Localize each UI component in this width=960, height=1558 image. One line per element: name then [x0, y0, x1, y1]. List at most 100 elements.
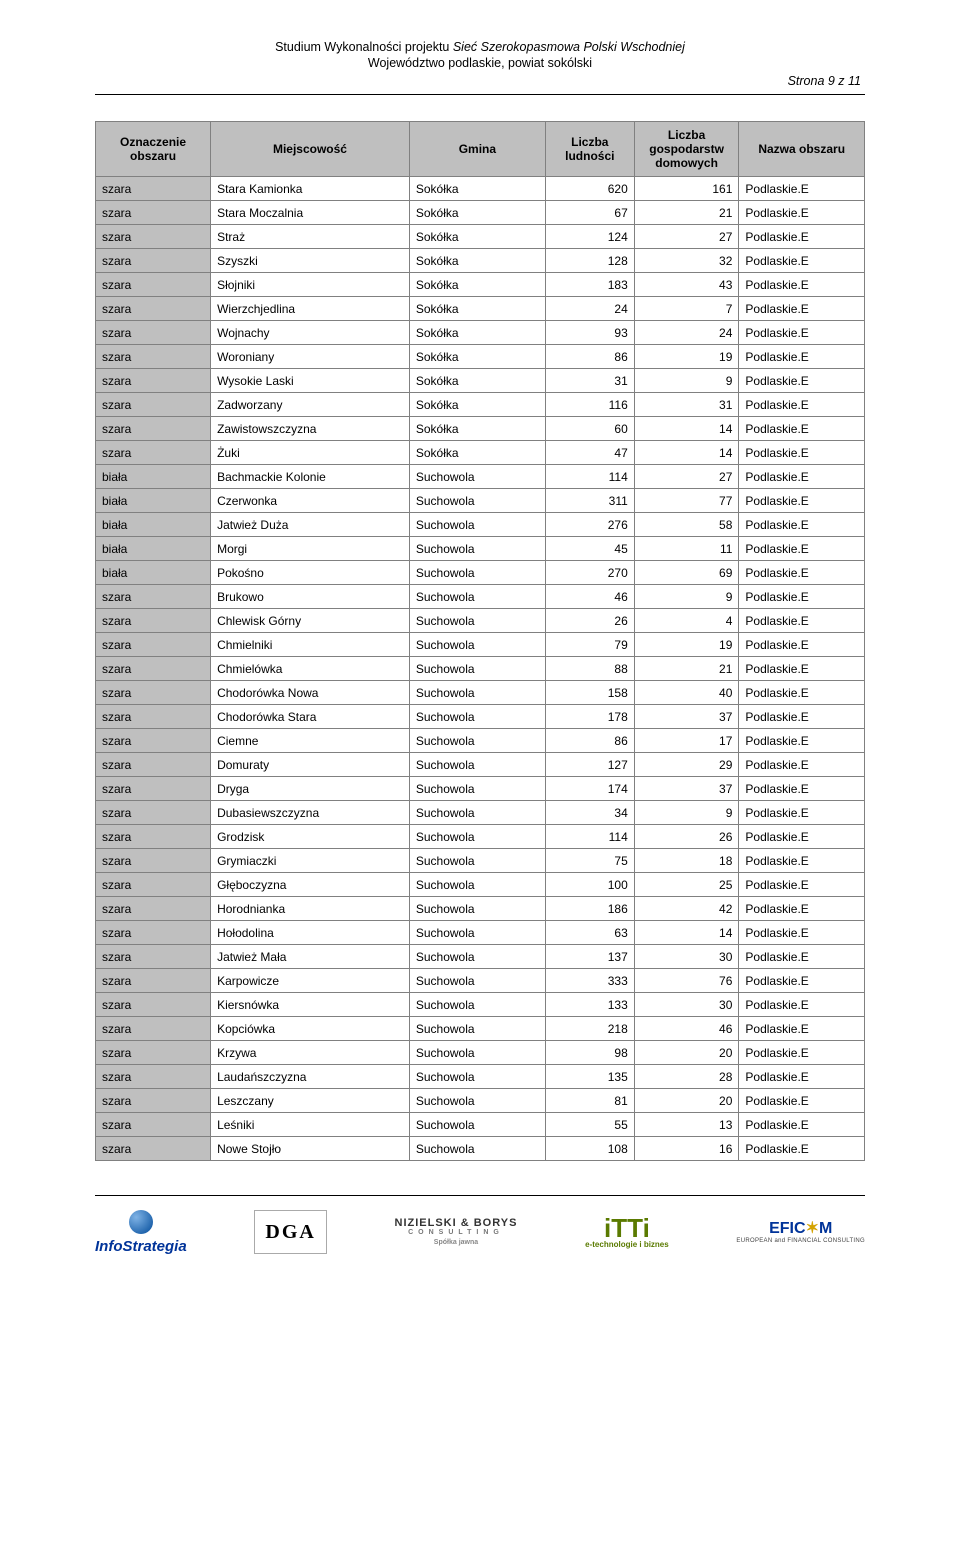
cell-gosp: 17	[634, 729, 739, 753]
header-title: Studium Wykonalności projektu Sieć Szero…	[95, 40, 865, 54]
cell-nazwa: Podlaskie.E	[739, 417, 865, 441]
cell-gosp: 42	[634, 897, 739, 921]
cell-ozn: szara	[96, 945, 211, 969]
cell-ozn: szara	[96, 633, 211, 657]
cell-nazwa: Podlaskie.E	[739, 777, 865, 801]
cell-nazwa: Podlaskie.E	[739, 633, 865, 657]
cell-gmina: Suchowola	[409, 1089, 545, 1113]
cell-ludn: 31	[545, 369, 634, 393]
cell-ozn: biała	[96, 513, 211, 537]
table-row: szaraKiersnówkaSuchowola13330Podlaskie.E	[96, 993, 865, 1017]
footer-logos: InfoStrategia DGA NIZIELSKI & BORYS CONS…	[95, 1195, 865, 1254]
cell-ozn: szara	[96, 417, 211, 441]
cell-nazwa: Podlaskie.E	[739, 273, 865, 297]
cell-miej: Kiersnówka	[211, 993, 410, 1017]
table-row: szaraStara MoczalniaSokółka6721Podlaskie…	[96, 201, 865, 225]
cell-ludn: 127	[545, 753, 634, 777]
cell-gmina: Suchowola	[409, 537, 545, 561]
cell-miej: Chodorówka Nowa	[211, 681, 410, 705]
cell-nazwa: Podlaskie.E	[739, 513, 865, 537]
cell-miej: Słojniki	[211, 273, 410, 297]
cell-miej: Bachmackie Kolonie	[211, 465, 410, 489]
cell-ludn: 276	[545, 513, 634, 537]
cell-miej: Ciemne	[211, 729, 410, 753]
cell-nazwa: Podlaskie.E	[739, 1113, 865, 1137]
eficom-suffix: M	[819, 1220, 832, 1237]
cell-gosp: 14	[634, 921, 739, 945]
cell-miej: Straż	[211, 225, 410, 249]
cell-nazwa: Podlaskie.E	[739, 729, 865, 753]
cell-gmina: Suchowola	[409, 561, 545, 585]
table-row: białaBachmackie KolonieSuchowola11427Pod…	[96, 465, 865, 489]
cell-miej: Chodorówka Stara	[211, 705, 410, 729]
cell-miej: Chlewisk Górny	[211, 609, 410, 633]
cell-gosp: 24	[634, 321, 739, 345]
table-row: szaraLaudańszczyznaSuchowola13528Podlask…	[96, 1065, 865, 1089]
col-ludnosc: Liczba ludności	[545, 122, 634, 177]
cell-gosp: 20	[634, 1041, 739, 1065]
cell-miej: Chmielówka	[211, 657, 410, 681]
cell-ozn: szara	[96, 393, 211, 417]
itti-text: iTTi	[604, 1215, 650, 1241]
nb-bot: Spółka jawna	[434, 1239, 478, 1247]
cell-miej: Woroniany	[211, 345, 410, 369]
header-rule	[95, 94, 865, 95]
cell-ludn: 47	[545, 441, 634, 465]
cell-ludn: 24	[545, 297, 634, 321]
cell-miej: Pokośno	[211, 561, 410, 585]
cell-ozn: szara	[96, 1017, 211, 1041]
logo-eficom: EFIC✶M EUROPEAN and FINANCIAL CONSULTING	[736, 1210, 865, 1254]
cell-gosp: 58	[634, 513, 739, 537]
cell-ludn: 93	[545, 321, 634, 345]
table-row: białaJatwież DużaSuchowola27658Podlaskie…	[96, 513, 865, 537]
cell-nazwa: Podlaskie.E	[739, 465, 865, 489]
table-row: szaraChmielnikiSuchowola7919Podlaskie.E	[96, 633, 865, 657]
cell-ludn: 79	[545, 633, 634, 657]
cell-ozn: szara	[96, 921, 211, 945]
cell-gmina: Suchowola	[409, 1041, 545, 1065]
cell-ozn: szara	[96, 345, 211, 369]
cell-nazwa: Podlaskie.E	[739, 201, 865, 225]
cell-ozn: szara	[96, 801, 211, 825]
cell-ozn: szara	[96, 897, 211, 921]
cell-nazwa: Podlaskie.E	[739, 225, 865, 249]
cell-ozn: szara	[96, 777, 211, 801]
cell-miej: Grodzisk	[211, 825, 410, 849]
cell-gmina: Suchowola	[409, 657, 545, 681]
cell-nazwa: Podlaskie.E	[739, 393, 865, 417]
cell-ludn: 75	[545, 849, 634, 873]
cell-gmina: Suchowola	[409, 1065, 545, 1089]
cell-gmina: Suchowola	[409, 945, 545, 969]
cell-gmina: Suchowola	[409, 873, 545, 897]
cell-gosp: 161	[634, 177, 739, 201]
cell-ludn: 174	[545, 777, 634, 801]
cell-ludn: 183	[545, 273, 634, 297]
cell-nazwa: Podlaskie.E	[739, 321, 865, 345]
table-row: szaraGrymiaczkiSuchowola7518Podlaskie.E	[96, 849, 865, 873]
cell-ozn: szara	[96, 993, 211, 1017]
cell-gmina: Sokółka	[409, 345, 545, 369]
nb-sub: CONSULTING	[408, 1229, 504, 1237]
cell-miej: Żuki	[211, 441, 410, 465]
cell-ozn: szara	[96, 273, 211, 297]
cell-gosp: 30	[634, 945, 739, 969]
cell-nazwa: Podlaskie.E	[739, 489, 865, 513]
cell-ludn: 270	[545, 561, 634, 585]
cell-nazwa: Podlaskie.E	[739, 1041, 865, 1065]
cell-ozn: szara	[96, 705, 211, 729]
cell-gosp: 19	[634, 633, 739, 657]
cell-nazwa: Podlaskie.E	[739, 873, 865, 897]
cell-nazwa: Podlaskie.E	[739, 1017, 865, 1041]
table-row: szaraSłojnikiSokółka18343Podlaskie.E	[96, 273, 865, 297]
cell-gmina: Suchowola	[409, 993, 545, 1017]
eficom-sub: EUROPEAN and FINANCIAL CONSULTING	[736, 1238, 865, 1245]
cell-gmina: Sokółka	[409, 225, 545, 249]
cell-miej: Domuraty	[211, 753, 410, 777]
table-row: szaraGrodziskSuchowola11426Podlaskie.E	[96, 825, 865, 849]
table-row: szaraDomuratySuchowola12729Podlaskie.E	[96, 753, 865, 777]
cell-gosp: 7	[634, 297, 739, 321]
cell-gmina: Suchowola	[409, 825, 545, 849]
cell-gosp: 9	[634, 801, 739, 825]
cell-gmina: Suchowola	[409, 705, 545, 729]
cell-gosp: 21	[634, 657, 739, 681]
